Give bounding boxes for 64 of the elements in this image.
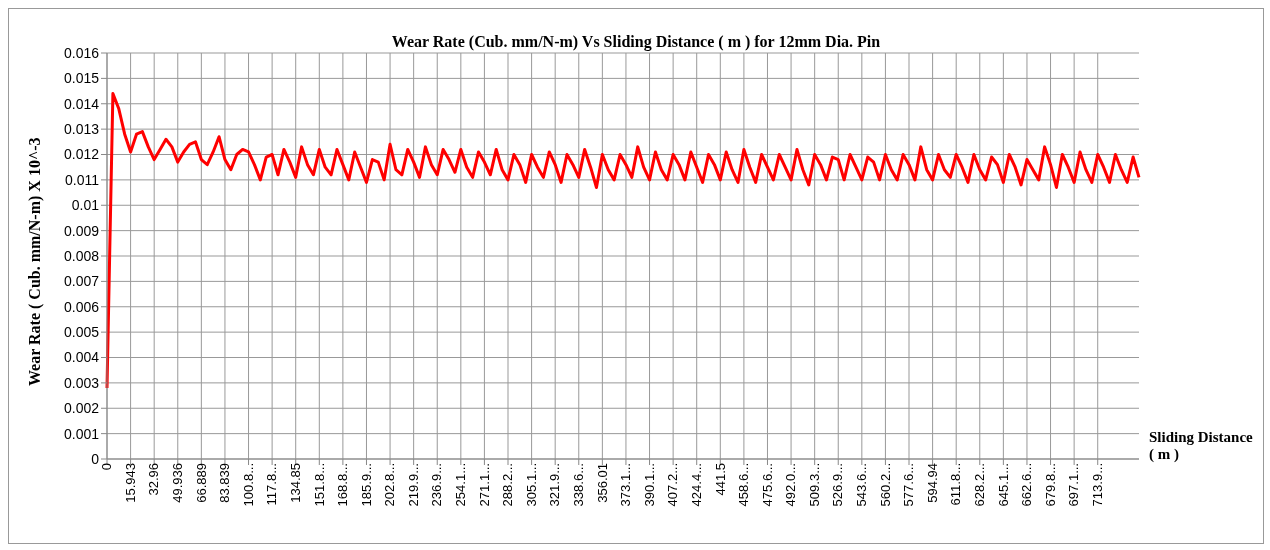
y-tick-label: 0.016 — [63, 44, 100, 61]
x-tick-label: 697.1... — [1066, 463, 1082, 507]
x-tick-label: 151.8... — [311, 463, 327, 507]
y-tick-label: 0.01 — [71, 197, 100, 214]
x-tick-label: 458.6... — [736, 463, 752, 507]
x-axis-title: Sliding Distance ( m ) — [1149, 429, 1253, 463]
x-tick-label: 577.6... — [901, 463, 917, 507]
x-tick-label: 236.9... — [429, 463, 445, 507]
y-tick-label: 0.004 — [63, 349, 100, 366]
x-tick-label: 321.9... — [547, 463, 563, 507]
x-tick-label: 305.1... — [523, 463, 539, 507]
x-tick-label: 168.8... — [335, 463, 351, 507]
x-tick-label: 338.6... — [571, 463, 586, 507]
x-tick-label: 83.839 — [217, 463, 233, 503]
y-tick-label: 0.001 — [63, 425, 100, 442]
x-tick-label: 526.9... — [830, 463, 846, 507]
y-tick-label: 0.013 — [63, 121, 100, 138]
x-tick-label: 356.01 — [594, 463, 610, 503]
x-tick-label: 594.94 — [924, 463, 940, 503]
x-tick-label: 288.2... — [500, 463, 516, 507]
chart-title: Wear Rate (Cub. mm/N-m) Vs Sliding Distance ( m ) for 12mm Dia. Pin — [391, 33, 881, 50]
x-tick-label: 407.2... — [665, 463, 681, 507]
x-tick-label: 185.9... — [358, 463, 374, 507]
x-tick-label: 662.6... — [1019, 463, 1035, 507]
x-tick-label: 509.3... — [806, 463, 822, 507]
x-tick-label: 560.2... — [877, 463, 893, 507]
y-axis-title: Wear Rate ( Cub. mm/N-m) X 10^-3 — [25, 137, 44, 386]
y-tick-label: 0.012 — [63, 146, 100, 163]
x-tick-label: 134.85 — [287, 463, 303, 503]
x-tick-label: 254.1... — [453, 463, 469, 507]
x-tick-label: 219.9... — [405, 463, 421, 507]
x-tick-label: 66.889 — [193, 463, 209, 503]
x-tick-label: 32.96 — [146, 463, 162, 496]
x-tick-label: 679.8... — [1042, 463, 1058, 507]
y-tick-label: 0.015 — [63, 70, 100, 87]
y-tick-label: 0.008 — [63, 247, 100, 264]
x-tick-label: 100.8... — [240, 463, 256, 507]
x-tick-label: 15.943 — [122, 463, 138, 503]
x-tick-label: 441.5 — [712, 463, 728, 496]
x-tick-label: 373.1... — [618, 463, 634, 507]
x-tick-label: 424.4... — [688, 463, 704, 507]
x-tick-label: 117.8... — [264, 463, 280, 506]
line-series — [105, 92, 1141, 390]
x-tick-label: 492.0... — [783, 463, 799, 507]
y-tick-label: 0.006 — [63, 298, 100, 315]
x-tick-label: 390.1... — [641, 463, 657, 507]
x-tick-label: 475.6... — [759, 463, 775, 507]
y-tick-label: 0.014 — [63, 95, 100, 112]
x-tick-label: 628.2... — [972, 463, 988, 507]
y-tick-label: 0.011 — [65, 171, 100, 188]
y-tick-label: 0.009 — [63, 222, 100, 239]
x-tick-label: 0 — [99, 463, 115, 471]
y-tick-label: 0.005 — [63, 324, 100, 341]
y-tick-label: 0.002 — [63, 400, 100, 417]
x-tick-label: 713.9... — [1089, 463, 1105, 507]
y-tick-label: 0.007 — [63, 273, 100, 290]
x-tick-label: 202.8... — [382, 463, 398, 507]
x-tick-label: 645.1... — [995, 463, 1011, 507]
x-tick-label: 49.936 — [170, 463, 185, 503]
y-tick-label: 0.003 — [63, 374, 100, 391]
x-tick-label: 543.6... — [854, 463, 870, 507]
x-tick-label: 271.1... — [476, 463, 492, 507]
x-tick-label: 611.8... — [948, 463, 964, 506]
y-tick-label: 0 — [91, 450, 100, 467]
